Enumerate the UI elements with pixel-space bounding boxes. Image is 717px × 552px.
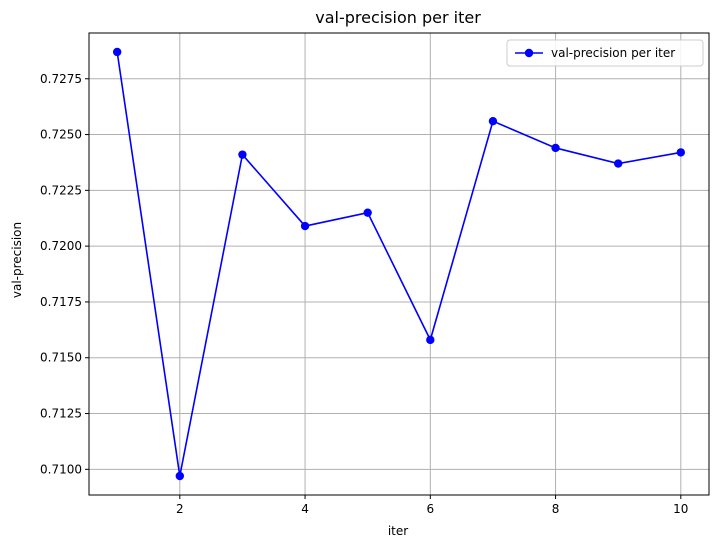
legend: val-precision per iter <box>506 39 704 67</box>
x-tick-label: 4 <box>301 502 309 516</box>
legend-marker <box>524 48 534 58</box>
x-tick-label: 8 <box>552 502 560 516</box>
plot-frame <box>88 32 710 496</box>
x-tick-label: 6 <box>426 502 434 516</box>
data-point <box>613 159 623 168</box>
series-layer <box>112 47 686 481</box>
chart-title: val-precision per iter <box>315 8 481 27</box>
x-tick-label: 2 <box>176 502 184 516</box>
y-tick-label: 0.7100 <box>40 462 82 476</box>
y-tick-label: 0.7225 <box>40 183 82 197</box>
data-point <box>488 116 498 126</box>
data-point <box>363 208 372 217</box>
y-tick-label: 0.7275 <box>40 72 82 86</box>
x-tick-label: 10 <box>673 502 688 516</box>
data-point <box>300 221 310 231</box>
legend-label: val-precision per iter <box>551 46 675 60</box>
y-axis-label: val-precision <box>10 222 24 298</box>
data-point <box>676 148 686 157</box>
data-point <box>426 335 435 345</box>
legend-box <box>506 39 704 67</box>
data-point <box>238 150 247 159</box>
y-tick-label: 0.7200 <box>40 239 82 253</box>
grid <box>89 33 709 495</box>
data-point <box>175 471 185 481</box>
data-point <box>112 47 122 57</box>
y-tick-label: 0.7175 <box>40 295 82 309</box>
y-tick-label: 0.7250 <box>40 128 82 142</box>
y-tick-label: 0.7125 <box>40 407 82 421</box>
series-line <box>116 51 681 477</box>
y-tick-label: 0.7150 <box>40 351 82 365</box>
data-point <box>551 143 560 153</box>
x-axis-label: iter <box>388 524 408 538</box>
axes: 2 4 6 8 10 0.7100 0.7125 0.7150 0.7175 0.7200 0.72… <box>40 32 710 516</box>
